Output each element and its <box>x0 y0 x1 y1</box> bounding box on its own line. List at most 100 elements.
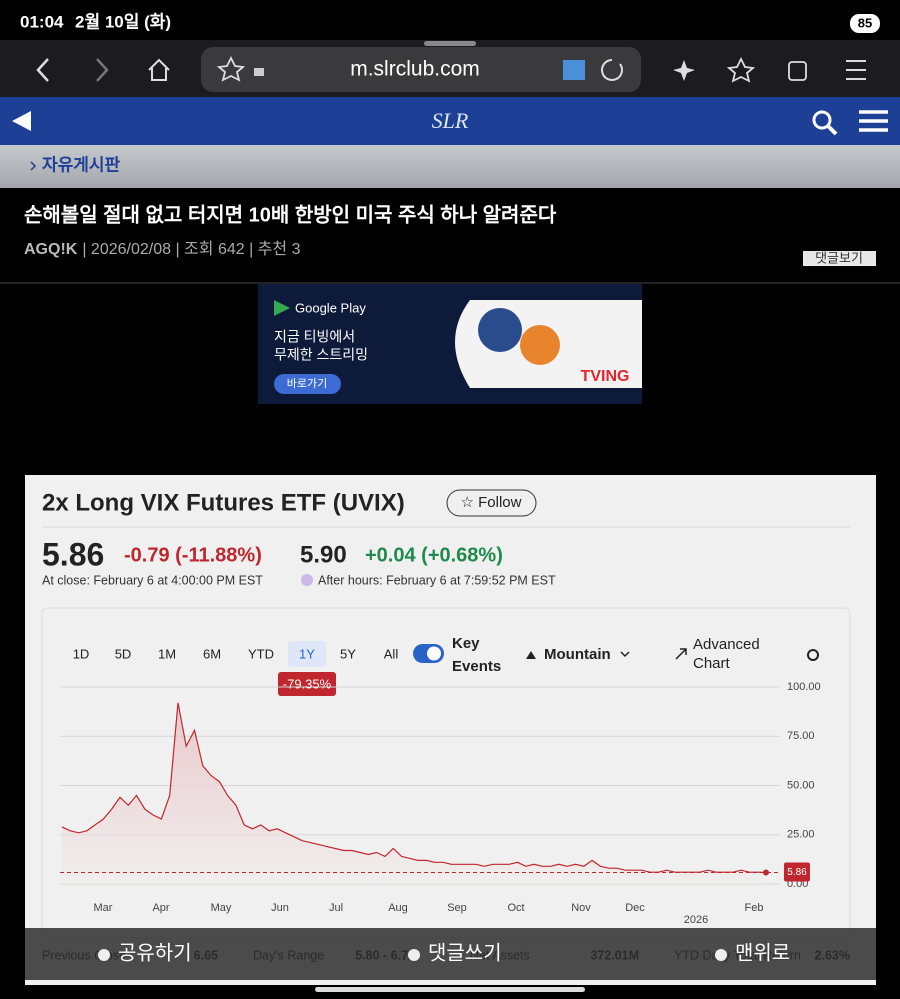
dropdown-icon <box>620 651 630 658</box>
quote-title: 2x Long VIX Futures ETF (UVIX) <box>42 489 405 516</box>
post-title: 손해볼일 절대 없고 터지면 10배 한방인 미국 주식 하나 알려준다 <box>24 203 557 226</box>
site-logo[interactable]: SLR <box>432 108 469 133</box>
battery <box>850 14 880 33</box>
after-note: After hours: February 6 at 7:59:52 PM ES… <box>318 573 556 587</box>
x-tick-label: Dec <box>625 902 645 914</box>
mountain-icon <box>526 651 536 659</box>
ad-art <box>520 325 560 365</box>
action-button[interactable]: 공유하기 <box>118 941 192 964</box>
action-icon <box>715 949 727 961</box>
ai-button[interactable] <box>673 60 695 81</box>
after-price: 5.90 <box>300 541 347 568</box>
close-note: At close: February 6 at 4:00:00 PM EST <box>42 573 263 587</box>
year-label: 2026 <box>684 914 708 926</box>
x-tick-label: Oct <box>507 902 524 914</box>
moon-icon <box>301 574 313 586</box>
range-change-badge <box>278 672 336 696</box>
x-tick-label: Sep <box>447 902 467 914</box>
x-tick-label: Jul <box>329 902 343 914</box>
bookmark-icon[interactable] <box>216 55 246 82</box>
site-back[interactable] <box>12 111 31 131</box>
menu-button[interactable] <box>846 60 866 80</box>
advanced-chart[interactable]: Chart <box>693 655 731 672</box>
price-area <box>62 702 766 884</box>
last-price-label: 5.86 <box>787 867 807 878</box>
range-button[interactable]: YTD <box>248 646 274 661</box>
x-tick-label: Feb <box>745 902 764 914</box>
x-tick-label: Apr <box>152 902 169 914</box>
action-icon <box>98 949 110 961</box>
clock: 01:04 <box>20 12 64 31</box>
price: 5.86 <box>42 536 104 572</box>
search-handle <box>826 124 838 136</box>
last-price-badge <box>784 862 810 882</box>
battery-level: 85 <box>858 15 872 30</box>
y-tick-label: 100.00 <box>787 681 821 693</box>
forward-button[interactable] <box>96 58 109 82</box>
comments-label: 댓글보기 <box>815 250 863 265</box>
action-button[interactable]: 댓글쓰기 <box>428 941 502 964</box>
range-button[interactable]: 5Y <box>340 646 356 661</box>
after-change: +0.04 (+0.68%) <box>365 544 503 566</box>
search-button[interactable] <box>812 110 832 130</box>
ad-brand: TVING <box>581 368 630 385</box>
settings-button[interactable] <box>807 649 819 661</box>
y-tick-label: 25.00 <box>787 829 815 841</box>
post-info: | 2026/02/08 | 조회 642 | 추천 3 <box>82 240 300 258</box>
play-icon <box>274 300 290 316</box>
chart-style[interactable]: Mountain <box>544 646 611 663</box>
ad-line: 지금 티빙에서 <box>274 329 355 345</box>
range-change: -79.35% <box>283 676 332 691</box>
breadcrumb[interactable]: 자유게시판 <box>42 155 121 174</box>
home-indicator <box>315 987 585 992</box>
bottom-bar <box>25 928 876 980</box>
range-button[interactable]: All <box>384 646 399 661</box>
favorites-button[interactable] <box>726 56 756 83</box>
site-menu[interactable] <box>859 110 888 132</box>
toggle-knob <box>427 646 441 661</box>
x-tick-label: Nov <box>571 902 591 914</box>
range-selector: 1D 5D 1M 6M YTD 1Y 5Y All <box>73 641 399 667</box>
ad-button-label: 바로가기 <box>287 377 327 390</box>
tabs-button[interactable] <box>788 61 807 81</box>
comments-button[interactable] <box>803 251 876 266</box>
range-button[interactable]: 1D <box>73 646 90 661</box>
breadcrumb-bar <box>0 145 900 188</box>
range-button[interactable]: 5D <box>115 646 132 661</box>
follow-button[interactable] <box>446 489 537 517</box>
ad-store: Google Play <box>295 300 366 315</box>
range-selected <box>288 641 326 667</box>
action-button[interactable]: 맨위로 <box>735 941 790 964</box>
post-meta: AGQ!K | 2026/02/08 | 조회 642 | 추천 3 <box>24 240 301 258</box>
y-tick-label: 50.00 <box>787 779 815 791</box>
url: m.slrclub.com <box>350 58 480 81</box>
back-button[interactable] <box>36 58 49 82</box>
advanced-chart[interactable]: Advanced <box>693 636 760 653</box>
bottom-actions: 공유하기 댓글쓰기 맨위로 <box>98 941 790 964</box>
x-tick-label: Mar <box>94 902 113 914</box>
x-tick-label: Jun <box>271 902 289 914</box>
site-icon <box>563 60 585 80</box>
site-header <box>0 97 900 145</box>
reload-button[interactable] <box>601 59 623 81</box>
range-button[interactable]: 1M <box>158 646 176 661</box>
home-button[interactable] <box>148 58 170 81</box>
author[interactable]: AGQ!K <box>24 241 78 258</box>
y-tick-label: 75.00 <box>787 730 815 742</box>
expand-icon <box>675 648 687 660</box>
price-line <box>61 702 767 874</box>
toggle-label: Key <box>452 635 480 652</box>
url-bar[interactable] <box>201 47 641 92</box>
range-button[interactable]: 6M <box>203 646 221 661</box>
date: 2월 10일 (화) <box>75 12 171 31</box>
ad-line: 무제한 스트리밍 <box>274 347 368 363</box>
range-button[interactable]: 1Y <box>299 646 315 661</box>
ad-button[interactable] <box>274 374 341 394</box>
grabber <box>424 41 476 46</box>
follow-label: ☆ Follow <box>461 494 522 511</box>
last-price-dot <box>763 869 769 876</box>
toggle-label: Events <box>452 658 501 675</box>
